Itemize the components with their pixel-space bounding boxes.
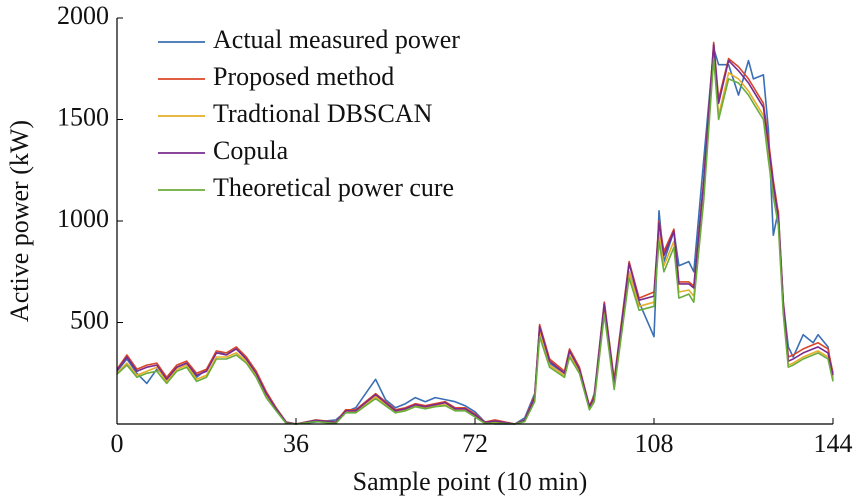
legend-label: Theoretical power cure [213, 173, 454, 202]
y-tick-label: 2000 [57, 1, 109, 30]
legend-label: Actual measured power [213, 25, 460, 54]
y-tick-label: 1500 [57, 102, 109, 131]
legend-label: Proposed method [213, 62, 394, 91]
x-tick-label: 108 [635, 429, 674, 458]
x-tick-label: 36 [283, 429, 309, 458]
legend-label: Tradtional DBSCAN [213, 99, 433, 128]
x-axis-label: Sample point (10 min) [353, 467, 588, 496]
legend-label: Copula [213, 136, 289, 165]
y-axis-label: Active power (kW) [5, 120, 34, 322]
y-tick-label: 500 [70, 305, 109, 334]
series-line [116, 57, 834, 425]
x-tick-label: 72 [462, 429, 488, 458]
x-tick-label: 0 [111, 429, 124, 458]
y-tick-label: 1000 [57, 204, 109, 233]
x-tick-label: 144 [814, 429, 853, 458]
